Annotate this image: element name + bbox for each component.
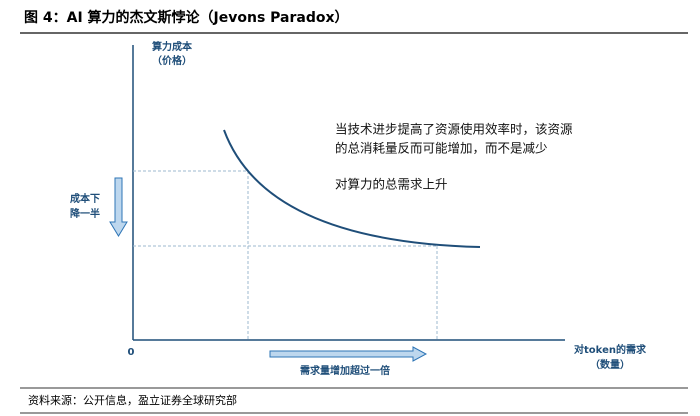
demand-arrow (269, 346, 428, 362)
x-axis-label: （数量） (590, 358, 630, 371)
annotation: 的总消耗量反而可能增加，而不是减少 (335, 141, 548, 156)
demand-arrow-label: 需求量增加超过一倍 (300, 364, 390, 377)
cost-arrow-label: 降一半 (70, 207, 100, 220)
cost-arrow (109, 177, 128, 237)
demand-curve (223, 129, 481, 248)
origin-label: 0 (128, 347, 135, 358)
title: 图 4：AI 算力的杰文斯悖论（Jevons Paradox） (24, 9, 349, 26)
summary: 对算力的总需求上升 (335, 177, 448, 192)
annotation: 当技术进步提高了资源使用效率时，该资源 (335, 122, 573, 137)
cost-arrow-label: 成本下 (70, 192, 100, 205)
guides (133, 170, 438, 340)
y-axis-label: （价格） (152, 54, 192, 67)
y-axis-label: 算力成本 (151, 40, 193, 53)
x-axis-label: 对token的需求 (574, 343, 647, 356)
source: 资料来源：公开信息，盈立证券全球研究部 (28, 393, 237, 407)
